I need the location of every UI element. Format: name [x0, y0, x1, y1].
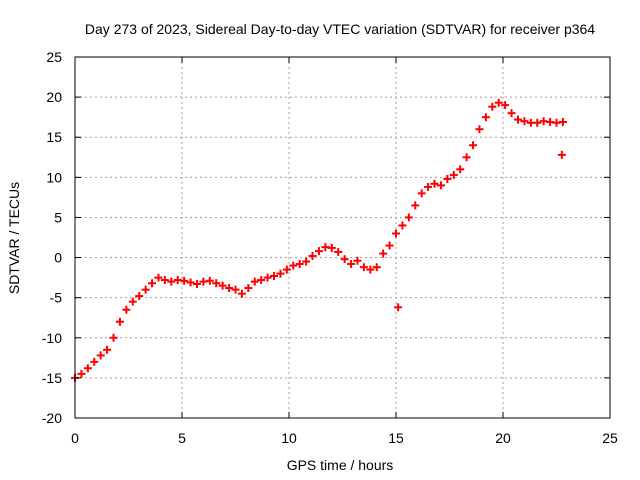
data-point — [558, 117, 567, 126]
data-point — [225, 284, 234, 293]
x-tick-label: 25 — [602, 430, 618, 446]
data-point — [308, 251, 317, 260]
data-point — [494, 98, 503, 107]
data-point — [148, 279, 157, 288]
data-point — [347, 259, 356, 268]
data-point — [289, 261, 298, 270]
x-tick-label: 15 — [388, 430, 404, 446]
data-point — [231, 285, 240, 294]
data-point — [135, 292, 144, 301]
data-point — [533, 118, 542, 127]
data-point — [481, 113, 490, 122]
data-point — [436, 181, 445, 190]
data-point — [334, 247, 343, 256]
data-point — [205, 276, 214, 285]
data-point — [77, 369, 86, 378]
data-point — [212, 279, 221, 288]
y-tick-label: -10 — [42, 330, 62, 346]
x-tick-label: 5 — [178, 430, 186, 446]
data-point — [404, 213, 413, 222]
data-points — [71, 98, 567, 382]
y-tick-label: 25 — [46, 49, 62, 65]
y-tick-label: 0 — [54, 250, 62, 266]
data-point — [295, 259, 304, 268]
x-axis-ticks: 0 5 10 15 20 25 — [71, 57, 618, 446]
data-point — [385, 241, 394, 250]
data-point — [366, 265, 375, 274]
y-tick-label: -15 — [42, 370, 62, 386]
y-axis-ticks: -20 -15 -10 -5 0 5 10 15 20 25 — [42, 49, 610, 426]
data-point — [469, 141, 478, 150]
data-point — [109, 333, 118, 342]
x-tick-label: 0 — [71, 430, 79, 446]
data-point — [372, 263, 381, 272]
data-point — [507, 109, 516, 118]
data-point — [218, 281, 227, 290]
data-point — [90, 357, 99, 366]
data-point — [501, 101, 510, 110]
data-point — [394, 303, 403, 312]
data-point — [122, 305, 131, 314]
y-tick-label: 20 — [46, 89, 62, 105]
data-point — [314, 247, 323, 256]
data-point — [282, 265, 291, 274]
y-tick-label: -20 — [42, 410, 62, 426]
y-axis-label: SDTVAR / TECUs — [6, 182, 22, 294]
data-point — [353, 256, 362, 265]
data-point — [244, 284, 253, 293]
data-point — [276, 269, 285, 278]
y-tick-label: 10 — [46, 169, 62, 185]
data-point — [359, 263, 368, 272]
data-point — [257, 276, 266, 285]
data-point — [141, 285, 150, 294]
data-point — [103, 345, 112, 354]
data-point — [392, 229, 400, 238]
x-axis-label: GPS time / hours — [287, 457, 394, 473]
chart-title: Day 273 of 2023, Sidereal Day-to-day VTE… — [85, 21, 595, 37]
data-point — [488, 102, 497, 111]
data-point — [154, 273, 163, 282]
data-point — [443, 174, 452, 183]
data-point — [520, 117, 529, 126]
data-point — [430, 179, 439, 188]
data-point — [160, 276, 169, 285]
x-tick-label: 10 — [281, 430, 297, 446]
data-point — [424, 182, 433, 191]
x-tick-label: 20 — [495, 430, 511, 446]
data-point — [456, 165, 465, 174]
plot-frame — [74, 56, 611, 419]
data-point — [340, 255, 349, 264]
data-point — [462, 153, 471, 162]
data-point — [379, 249, 388, 258]
data-point — [128, 297, 137, 306]
data-point — [449, 170, 458, 179]
data-point — [115, 317, 124, 326]
data-point — [96, 351, 105, 360]
data-point — [302, 257, 311, 266]
data-point — [327, 243, 336, 252]
data-point — [263, 273, 272, 282]
data-point — [417, 189, 426, 198]
data-point — [270, 272, 279, 281]
data-point — [83, 364, 92, 373]
y-tick-label: -5 — [50, 290, 63, 306]
y-tick-label: 15 — [46, 129, 62, 145]
data-point — [513, 115, 522, 124]
y-tick-label: 5 — [54, 209, 62, 225]
data-point — [186, 278, 195, 287]
grid-lines — [75, 57, 610, 418]
data-point — [475, 125, 484, 134]
data-point — [398, 221, 407, 230]
data-point — [250, 277, 259, 286]
data-point — [192, 280, 201, 289]
data-point — [180, 276, 189, 285]
data-point — [557, 150, 566, 159]
data-point — [167, 277, 176, 286]
data-point — [237, 289, 246, 298]
data-point — [411, 201, 420, 210]
